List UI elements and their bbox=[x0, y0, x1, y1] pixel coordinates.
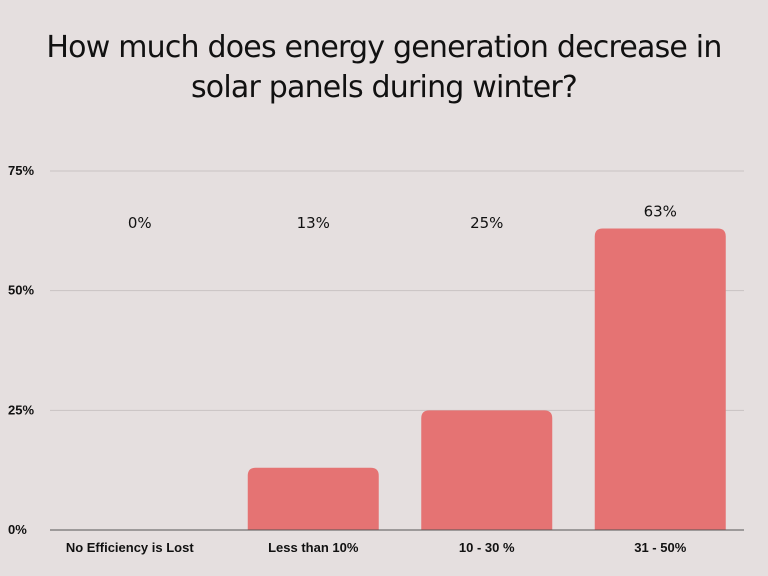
x-category-label: 10 - 30 % bbox=[459, 540, 515, 555]
data-label: 13% bbox=[297, 214, 330, 232]
data-label: 63% bbox=[644, 202, 677, 220]
x-category-label: 31 - 50% bbox=[634, 540, 686, 555]
y-tick-label: 50% bbox=[8, 283, 34, 298]
bar bbox=[421, 410, 553, 530]
bars bbox=[247, 228, 726, 530]
y-axis-ticks: 0% 25% 50% 75% bbox=[8, 163, 34, 537]
x-category-label: No Efficiency is Lost bbox=[66, 540, 195, 555]
x-axis-categories: No Efficiency is Lost Less than 10% 10 - 3… bbox=[66, 540, 687, 555]
x-category-label: Less than 10% bbox=[268, 540, 359, 555]
data-label: 0% bbox=[128, 214, 152, 232]
data-labels: 0% 13% 25% 63% bbox=[128, 202, 677, 232]
bar bbox=[594, 228, 726, 530]
data-label: 25% bbox=[470, 214, 503, 232]
bar bbox=[247, 467, 379, 530]
chart-title: How much does energy generation decrease… bbox=[46, 30, 722, 105]
y-tick-label: 75% bbox=[8, 163, 34, 178]
y-tick-label: 0% bbox=[8, 522, 27, 537]
y-tick-label: 25% bbox=[8, 402, 34, 417]
